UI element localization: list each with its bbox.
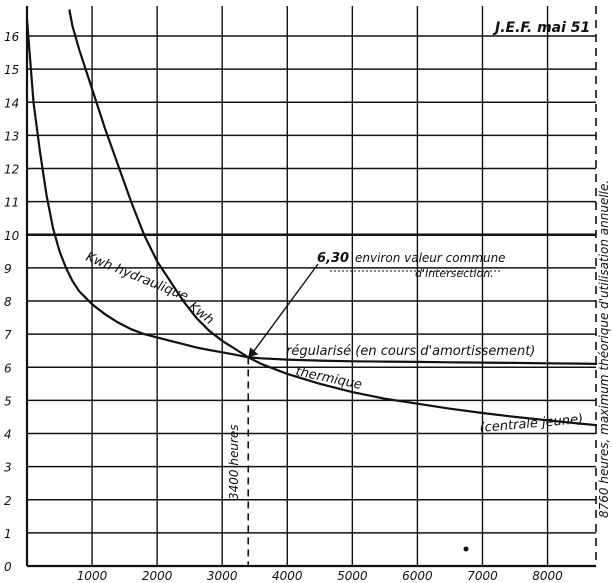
max-hours-note: 8760 heures, maximum théorique d'utilisa… <box>597 180 611 518</box>
y-tick-label-11: 11 <box>4 196 19 210</box>
y-tick-label-15: 15 <box>4 63 19 77</box>
x-tick-label-2000: 2000 <box>142 569 173 583</box>
intersection-text-1: environ valeur commune <box>355 251 506 265</box>
series <box>25 9 598 427</box>
y-tick-label-4: 4 <box>4 428 12 442</box>
x-tick-label-3000: 3000 <box>207 569 238 583</box>
intersection-text-2: d'intersection. <box>415 267 494 280</box>
y-tick-label-6: 6 <box>4 361 12 375</box>
intersection-value: 6,30 <box>317 251 349 266</box>
intersection-arrowhead <box>248 347 259 358</box>
y-tick-label-8: 8 <box>4 295 12 309</box>
y-tick-label-13: 13 <box>4 129 19 143</box>
x-tick-label-8000: 8000 <box>532 569 563 583</box>
y-tick-label-16: 16 <box>4 30 20 44</box>
hours-marker-label: 3400 heures <box>227 424 241 500</box>
series-line-thermique <box>68 9 598 427</box>
hydro-label-2: régularisé (en cours d'amortissement) <box>286 344 535 359</box>
series-line-hydraulique <box>25 19 598 365</box>
y-tick-label-0: 0 <box>4 560 12 574</box>
x-tick-label-4000: 4000 <box>272 569 303 583</box>
y-tick-label-3: 3 <box>4 461 12 475</box>
y-tick-label-14: 14 <box>4 96 19 110</box>
y-tick-label-9: 9 <box>4 262 12 276</box>
header-note: J.E.F. mai 51 <box>492 20 590 36</box>
grid <box>25 6 596 568</box>
ink-dot <box>463 546 469 552</box>
y-tick-label-10: 10 <box>4 229 20 243</box>
y-tick-label-1: 1 <box>4 527 12 541</box>
y-tick-label-5: 5 <box>4 394 12 408</box>
x-tick-label-7000: 7000 <box>467 569 498 583</box>
y-tick-label-12: 12 <box>4 163 19 177</box>
x-tick-label-5000: 5000 <box>337 569 368 583</box>
y-tick-label-7: 7 <box>4 328 12 342</box>
y-tick-label-2: 2 <box>4 494 12 508</box>
x-tick-label-6000: 6000 <box>402 569 433 583</box>
intersection-arrow <box>251 263 319 354</box>
x-tick-label-1000: 1000 <box>77 569 108 583</box>
